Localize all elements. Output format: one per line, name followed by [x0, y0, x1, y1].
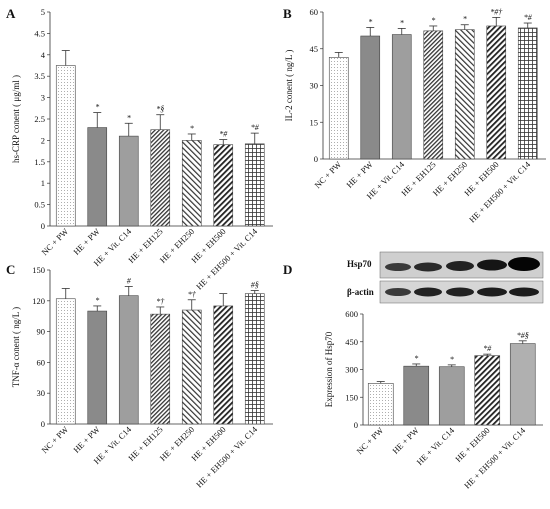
bar	[474, 355, 501, 426]
y-tick-label: 30	[310, 81, 319, 91]
bar	[181, 309, 202, 425]
western-blot-image	[379, 251, 544, 304]
significance-label: *#§	[517, 331, 529, 340]
bar	[55, 65, 76, 227]
category-label: HE + PW	[390, 425, 420, 455]
bar	[87, 127, 108, 227]
bar	[360, 35, 381, 160]
y-axis-title: TNF-α conent ( ng/L )	[11, 307, 21, 387]
significance-label: *	[190, 124, 194, 133]
y-tick-label: 60	[310, 7, 319, 17]
category-label: HE + EH500 + Vit. C14	[194, 424, 260, 490]
y-tick-label: 2	[41, 135, 45, 145]
bar	[55, 298, 76, 425]
y-tick-label: 120	[32, 296, 45, 306]
panel-label-d: D	[283, 262, 292, 277]
significance-label: #§	[251, 281, 259, 290]
significance-label: *	[95, 103, 99, 112]
bar	[87, 310, 108, 425]
blot-label-hsp70: Hsp70	[347, 259, 372, 269]
bar	[517, 27, 538, 160]
bar	[486, 25, 507, 160]
y-axis-title: IL-2 conent ( ng/L )	[284, 50, 294, 122]
y-tick-label: 3	[41, 93, 45, 103]
bar	[423, 30, 444, 160]
y-tick-label: 150	[345, 392, 358, 402]
blot-label-beta-actin: β-actin	[347, 287, 374, 297]
significance-label: *	[95, 296, 99, 305]
y-tick-label: 300	[345, 365, 358, 375]
significance-label: *	[414, 354, 418, 363]
y-tick-label: 600	[345, 309, 358, 319]
bar	[328, 57, 349, 160]
significance-label: *#	[524, 13, 533, 22]
y-tick-label: 15	[310, 117, 319, 127]
y-tick-label: 30	[37, 388, 46, 398]
category-label: HE + PW	[71, 424, 101, 454]
bar	[244, 293, 265, 425]
significance-label: #	[127, 276, 132, 285]
bar	[150, 313, 171, 425]
y-tick-label: 5	[41, 7, 45, 17]
significance-label: *	[127, 113, 131, 122]
bar	[391, 34, 412, 160]
category-label: NC + PW	[354, 425, 385, 456]
y-tick-label: 4	[41, 50, 46, 60]
y-tick-label: 0	[41, 419, 45, 429]
significance-label: *†	[188, 290, 197, 299]
panel-label-b: B	[283, 6, 292, 21]
y-tick-label: 3.5	[34, 71, 45, 81]
category-label: HE + PW	[71, 226, 101, 256]
significance-label: *#	[251, 123, 260, 132]
y-tick-label: 90	[37, 327, 46, 337]
y-tick-label: 0	[354, 420, 358, 430]
bar	[367, 383, 394, 426]
y-axis-title: Expression of Hsp70	[324, 331, 334, 407]
y-tick-label: 2.5	[34, 114, 45, 124]
bar	[213, 144, 234, 227]
significance-label: *#	[219, 130, 228, 139]
significance-label: *#	[483, 344, 492, 353]
significance-label: *	[368, 17, 372, 26]
panel-label-c: C	[6, 262, 15, 277]
category-label: HE + EH500	[453, 425, 492, 464]
y-tick-label: 45	[310, 44, 319, 54]
bar	[150, 129, 171, 227]
category-label: HE + EH500 + Vit. C14	[467, 159, 533, 225]
bar	[403, 365, 430, 426]
y-tick-label: 0.5	[34, 200, 45, 210]
significance-label: *	[431, 16, 435, 25]
bar	[244, 143, 265, 227]
panel-label-a: A	[6, 6, 16, 21]
significance-label: *§	[156, 105, 164, 114]
y-tick-label: 1.5	[34, 157, 45, 167]
bar	[118, 135, 139, 227]
y-tick-label: 60	[37, 357, 46, 367]
y-axis-title: hs-CRP conent ( μg/ml )	[11, 75, 21, 163]
y-tick-label: 150	[32, 265, 45, 275]
bar	[509, 343, 536, 426]
bar	[213, 305, 234, 425]
chart-panel-a: 0 0.5 1 1.5 2 2.5 3 3.5 4 4.5 5 hs-CRP conent ( μg/…	[11, 7, 273, 291]
y-tick-label: 450	[345, 337, 358, 347]
bar	[118, 295, 139, 425]
bar	[438, 366, 465, 426]
category-label: HE + Vit. C14	[414, 425, 456, 467]
y-tick-label: 1	[41, 178, 45, 188]
y-tick-label: 4.5	[34, 28, 45, 38]
significance-label: *	[450, 355, 454, 364]
y-tick-label: 0	[41, 221, 45, 231]
y-tick-label: 0	[314, 154, 318, 164]
significance-label: *	[400, 18, 404, 27]
significance-label: *†	[156, 297, 165, 306]
significance-label: *#†	[490, 7, 503, 16]
significance-label: *	[463, 15, 467, 24]
bar	[454, 29, 475, 160]
bar	[181, 140, 202, 227]
category-label: HE + PW	[344, 159, 374, 189]
category-label: HE + EH500 + Vit. C14	[462, 425, 528, 491]
